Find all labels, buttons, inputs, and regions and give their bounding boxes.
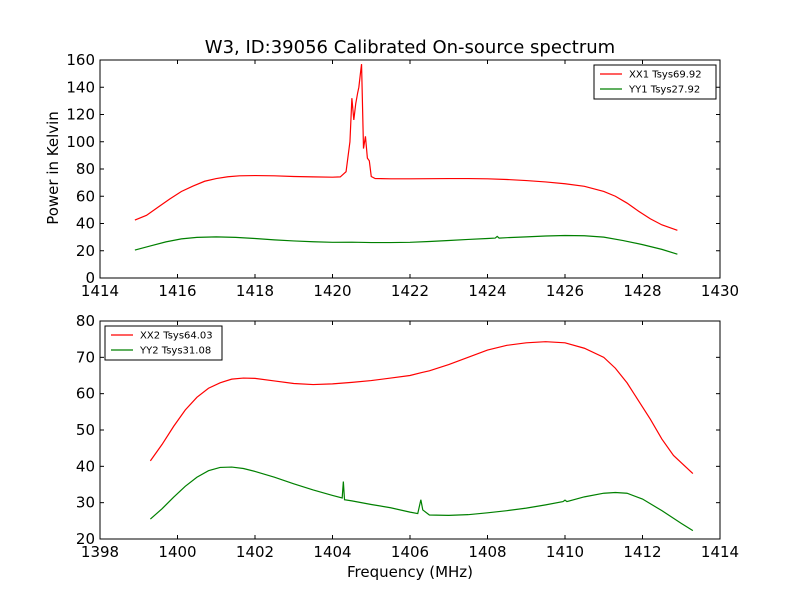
x-tick-label: 1410 — [546, 543, 584, 561]
x-tick-label: 1424 — [468, 282, 506, 300]
y-tick-label: 30 — [76, 494, 95, 512]
x-tick-label: 1414 — [81, 282, 119, 300]
y-tick-label: 120 — [66, 106, 95, 124]
y-tick-label: 40 — [76, 215, 95, 233]
legend: XX2 Tsys64.03 YY2 Tsys31.08 — [104, 325, 223, 361]
x-tick-label: 1408 — [468, 543, 506, 561]
y-tick-label: 160 — [66, 51, 95, 69]
x-tick-label: 1416 — [158, 282, 196, 300]
legend-label: XX2 Tsys64.03 — [140, 331, 213, 342]
chart-title: W3, ID:39056 Calibrated On-source spectr… — [205, 37, 615, 58]
x-tick-label: 1418 — [236, 282, 274, 300]
y-tick-label: 80 — [76, 160, 95, 178]
bottom-panel: 1398 1400 1402 1404 1406 1408 1410 1412 1414 20 30… — [76, 312, 739, 561]
series-line-1 — [134, 64, 678, 231]
series-line-2 — [149, 466, 694, 532]
y-tick-label: 70 — [76, 348, 95, 366]
y-tick-label: 50 — [76, 421, 95, 439]
x-tick-label: 1404 — [313, 543, 351, 561]
x-axis-label: Frequency (MHz) — [347, 563, 473, 581]
y-tick-label: 100 — [66, 133, 95, 151]
y-tick-label: 20 — [76, 242, 95, 260]
x-tick-label: 1420 — [313, 282, 351, 300]
x-tick-label: 1412 — [623, 543, 661, 561]
x-tick-label: 1422 — [391, 282, 429, 300]
legend-label: YY1 Tsys27.92 — [628, 85, 700, 96]
legend-box — [104, 325, 223, 361]
x-tick-label: 1398 — [81, 543, 119, 561]
x-tick-label: 1402 — [236, 543, 274, 561]
x-tick-label: 1414 — [701, 543, 739, 561]
x-tick-label: 1430 — [701, 282, 739, 300]
y-tick-label: 80 — [76, 312, 95, 330]
legend-box — [593, 64, 717, 100]
series-line-1 — [149, 341, 694, 475]
top-panel: 1414 1416 1418 1420 1422 1424 1426 1428 1430 0 20 4… — [66, 51, 739, 300]
y-tick-label: 60 — [76, 187, 95, 205]
y-tick-label: 60 — [76, 385, 95, 403]
legend-label: YY2 Tsys31.08 — [139, 346, 211, 357]
y-tick-label: 140 — [66, 78, 95, 96]
x-tick-label: 1400 — [158, 543, 196, 561]
y-tick-label: 0 — [85, 269, 95, 287]
series-line-2 — [134, 234, 678, 255]
legend: XX1 Tsys69.92 YY1 Tsys27.92 — [593, 64, 717, 100]
y-tick-label: 20 — [76, 530, 95, 548]
y-tick-label: 40 — [76, 457, 95, 475]
y-axis-label: Power in Kelvin — [44, 111, 62, 225]
x-tick-label: 1406 — [391, 543, 429, 561]
x-tick-label: 1426 — [546, 282, 584, 300]
legend-label: XX1 Tsys69.92 — [629, 70, 702, 81]
x-tick-label: 1428 — [623, 282, 661, 300]
